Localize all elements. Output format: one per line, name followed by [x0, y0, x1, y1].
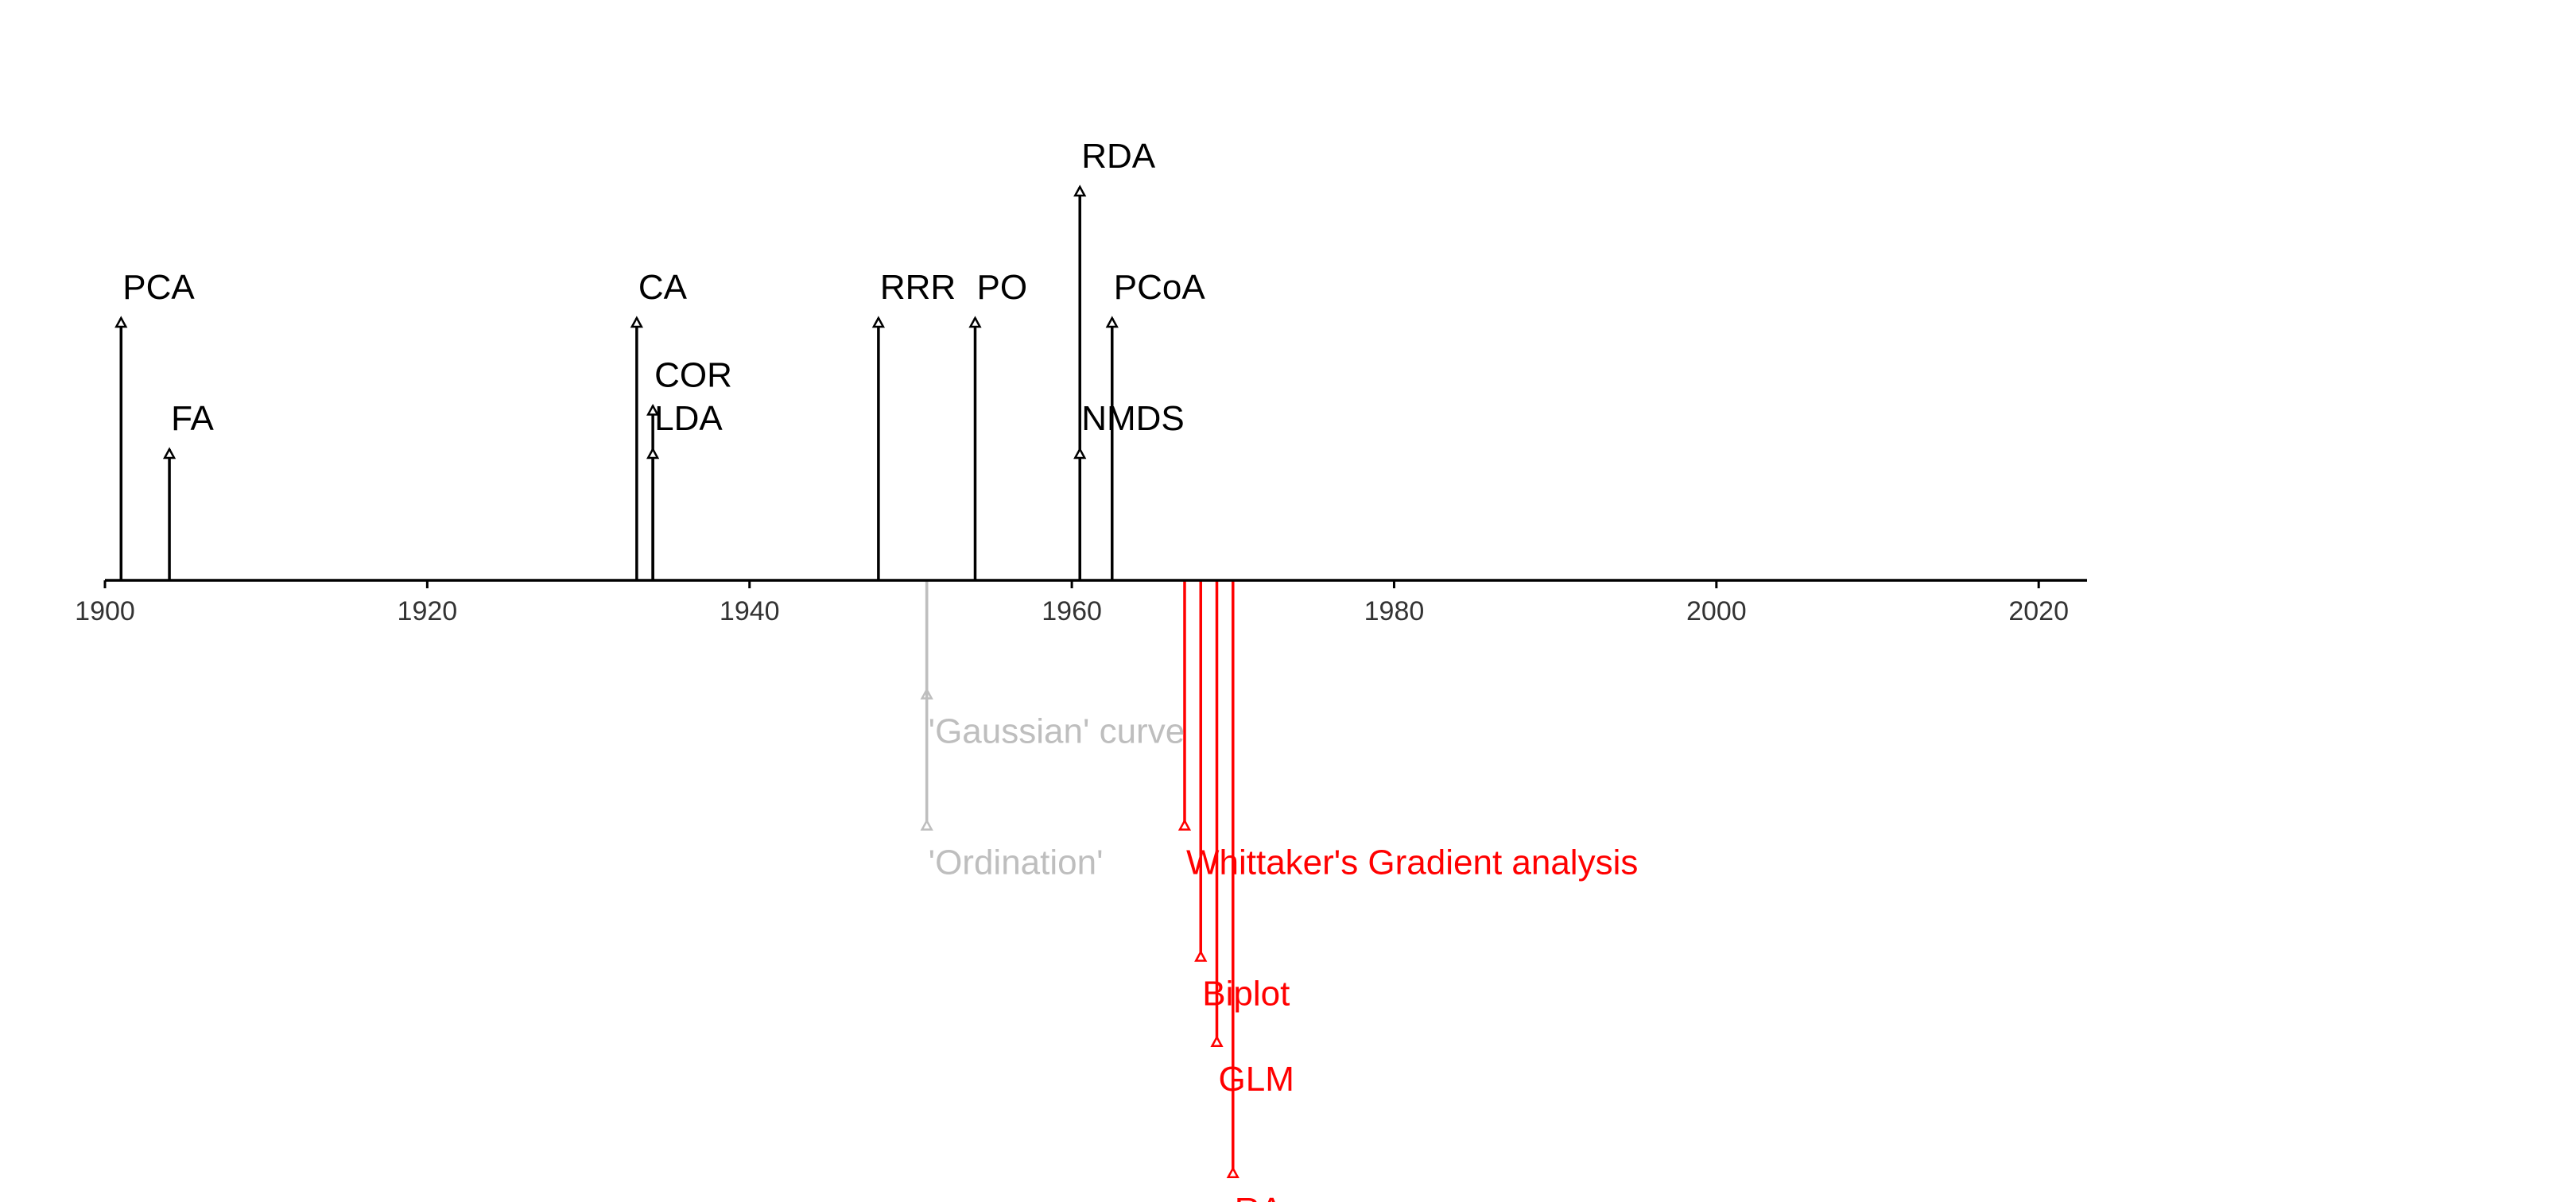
- event-arrowhead: [1194, 949, 1208, 962]
- event-label: RRR: [880, 268, 956, 307]
- event-label: NMDS: [1081, 399, 1185, 438]
- x-tick-label: 1900: [75, 596, 135, 626]
- event-stems: [114, 184, 1240, 1178]
- x-tick-label: 2000: [1686, 596, 1747, 626]
- event-arrowhead: [1073, 447, 1087, 459]
- event-label: CA: [638, 268, 688, 307]
- event-label: RDA: [1081, 137, 1156, 176]
- event-arrowhead: [871, 316, 885, 328]
- x-tick-label: 1920: [398, 596, 458, 626]
- event-arrowhead: [630, 316, 643, 328]
- event-arrowhead: [646, 403, 660, 416]
- event-label: LDA: [654, 399, 723, 438]
- event-label: PO: [976, 268, 1027, 307]
- x-tick-label: 1980: [1364, 596, 1425, 626]
- x-tick-label: 1960: [1042, 596, 1102, 626]
- event-arrowhead: [920, 818, 933, 831]
- event-arrowhead: [1177, 818, 1192, 831]
- event-arrowhead: [1210, 1035, 1224, 1047]
- event-label: PCoA: [1114, 268, 1206, 307]
- event-label: Biplot: [1202, 975, 1290, 1014]
- event-arrowhead: [646, 447, 660, 459]
- event-label: 'Gaussian' curve: [929, 712, 1185, 751]
- event-labels: PCA FA CA COR LDA RRR PO RDA NMDS PCoA 'Gaussian' …: [122, 137, 1638, 1202]
- event-arrowhead: [1105, 316, 1119, 328]
- event-label: PCA: [122, 268, 195, 307]
- event-label: GLM: [1219, 1060, 1294, 1099]
- x-tick-label: 1940: [720, 596, 780, 626]
- event-arrowhead: [1226, 1166, 1240, 1178]
- event-label: RA: [1235, 1191, 1284, 1202]
- event-arrowhead: [1073, 184, 1087, 197]
- x-tick-label: 2020: [2008, 596, 2069, 626]
- event-arrowhead: [114, 316, 128, 328]
- event-label: 'Ordination': [929, 843, 1104, 882]
- event-label: Whittaker's Gradient analysis: [1186, 843, 1638, 882]
- event-label: COR: [654, 356, 732, 395]
- event-arrowhead: [162, 447, 177, 459]
- event-arrowhead: [968, 316, 982, 328]
- event-label: FA: [171, 399, 214, 438]
- x-axis: 1900 1920 1940 1960 1980 2000 2020: [75, 579, 2087, 626]
